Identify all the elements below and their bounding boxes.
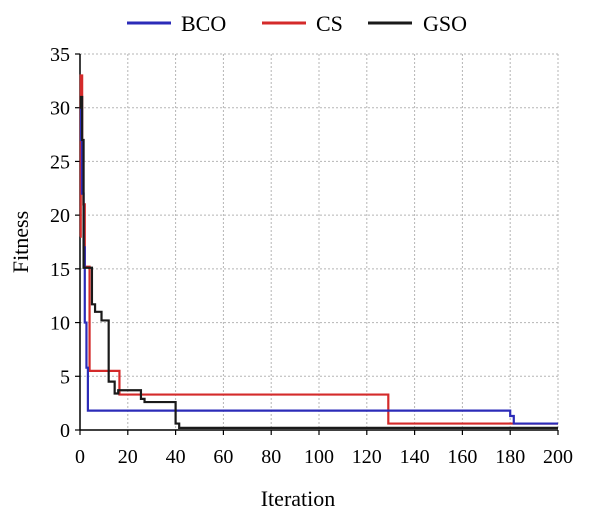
y-tick-label: 20 (50, 205, 70, 227)
x-tick-label: 100 (304, 446, 334, 468)
y-tick-label: 30 (50, 98, 70, 120)
x-tick-label: 140 (400, 446, 430, 468)
y-tick-label: 35 (50, 44, 70, 66)
x-tick-label: 40 (166, 446, 186, 468)
y-tick-label: 10 (50, 313, 70, 335)
x-tick-label: 180 (495, 446, 525, 468)
x-tick-label: 80 (261, 446, 281, 468)
legend-label-cs: CS (316, 11, 343, 36)
series-line-cs (79, 74, 558, 425)
legend-label-bco: BCO (181, 11, 226, 36)
y-tick-label: 15 (50, 259, 70, 281)
x-tick-label: 60 (213, 446, 233, 468)
x-tick-label: 200 (543, 446, 573, 468)
x-tick-label: 160 (447, 446, 477, 468)
y-tick-label: 25 (50, 151, 70, 173)
series-lines (79, 74, 558, 429)
legend-label-gso: GSO (423, 11, 467, 36)
x-tick-label: 20 (118, 446, 138, 468)
axes (75, 53, 559, 435)
y-tick-label: 5 (60, 366, 70, 388)
y-tick-label: 0 (60, 420, 70, 442)
x-tick-label: 0 (75, 446, 85, 468)
y-axis-title: Fitness (8, 211, 33, 273)
legend: BCO CS GSO (127, 11, 467, 36)
grid (80, 53, 559, 430)
x-axis-title: Iteration (261, 486, 336, 511)
series-line-gso (79, 95, 558, 429)
x-tick-label: 120 (352, 446, 382, 468)
tick-labels: 0 20 40 60 80 100 120 140 160 180 200 0 5 10 15 20 25 30 3… (50, 44, 573, 468)
